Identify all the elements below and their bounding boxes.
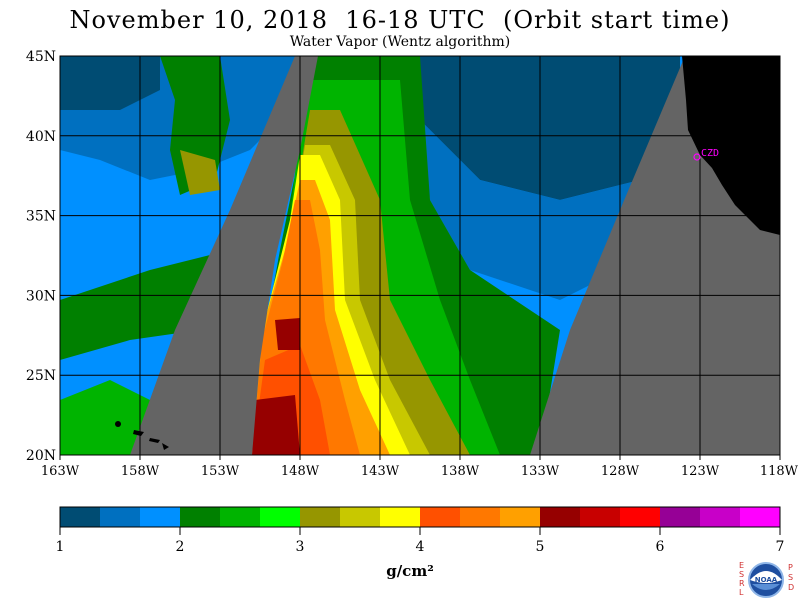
logo-letter: P bbox=[788, 563, 793, 572]
colorbar bbox=[59, 506, 781, 535]
vapor-patch-dark-red bbox=[275, 318, 300, 350]
lon-label: 153W bbox=[201, 464, 240, 479]
colorbar-tick-label: 4 bbox=[416, 539, 425, 555]
colorbar-swatch bbox=[660, 507, 701, 527]
island-oahu bbox=[133, 430, 144, 436]
colorbar-swatch bbox=[540, 507, 581, 527]
station-label: CZD bbox=[701, 148, 719, 159]
island-maui bbox=[162, 443, 169, 450]
colorbar-tick-label: 5 bbox=[536, 539, 545, 555]
lat-label: 20N bbox=[26, 448, 56, 464]
colorbar-swatch bbox=[420, 507, 461, 527]
logo-letter: L bbox=[739, 588, 744, 597]
colorbar-swatch bbox=[340, 507, 381, 527]
no-data-swath-west bbox=[130, 56, 318, 455]
colorbar-swatch bbox=[300, 507, 341, 527]
colorbar-swatch bbox=[60, 507, 101, 527]
logo-letter: D bbox=[788, 583, 794, 592]
vapor-patch-olive-nw bbox=[180, 150, 220, 195]
lat-lon-grid bbox=[59, 56, 781, 460]
colorbar-swatch bbox=[740, 507, 781, 527]
colorbar-tick-label: 1 bbox=[56, 539, 65, 555]
logo-letter: S bbox=[788, 573, 793, 582]
vapor-band-green-sw bbox=[60, 380, 150, 455]
colorbar-tick-label: 3 bbox=[296, 539, 305, 555]
colorbar-swatch bbox=[620, 507, 661, 527]
latitude-labels: 45N 40N 35N 30N 25N 20N bbox=[26, 49, 56, 464]
lat-label: 25N bbox=[26, 368, 56, 384]
colorbar-swatch bbox=[140, 507, 181, 527]
lon-label: 118W bbox=[760, 464, 799, 479]
colorbar-swatch bbox=[460, 507, 501, 527]
lat-label: 45N bbox=[26, 49, 56, 65]
lat-label: 30N bbox=[26, 288, 56, 304]
lon-label: 133W bbox=[521, 464, 560, 479]
vapor-plume-dark-red bbox=[252, 395, 300, 455]
colorbar-swatch bbox=[700, 507, 741, 527]
colorbar-units: g/cm² bbox=[386, 562, 434, 580]
map-field bbox=[60, 56, 780, 455]
colorbar-swatch bbox=[180, 507, 221, 527]
lon-label: 163W bbox=[41, 464, 80, 479]
lon-label: 143W bbox=[361, 464, 400, 479]
page-subtitle: Water Vapor (Wentz algorithm) bbox=[289, 34, 511, 50]
lon-label: 123W bbox=[681, 464, 720, 479]
land-california bbox=[682, 56, 780, 235]
colorbar-swatch bbox=[220, 507, 261, 527]
lon-label: 158W bbox=[121, 464, 160, 479]
island-kauai bbox=[115, 421, 121, 427]
noaa-logo: E S R L P S D NOAA bbox=[736, 556, 796, 600]
colorbar-tick-labels: 1 2 3 4 5 6 7 bbox=[56, 539, 785, 555]
colorbar-tick-label: 6 bbox=[656, 539, 665, 555]
colorbar-swatch bbox=[580, 507, 621, 527]
colorbar-tick-label: 7 bbox=[776, 539, 785, 555]
logo-letter: R bbox=[739, 579, 745, 588]
colorbar-swatch bbox=[500, 507, 541, 527]
logo-letter: E bbox=[739, 561, 744, 570]
colorbar-swatch bbox=[100, 507, 141, 527]
colorbar-swatch bbox=[380, 507, 421, 527]
island-molokai bbox=[149, 438, 160, 443]
logo-letter: S bbox=[739, 570, 744, 579]
map-frame bbox=[59, 55, 781, 456]
lat-label: 35N bbox=[26, 209, 56, 225]
longitude-labels: 163W 158W 153W 148W 143W 138W 133W 128W 123W 118W bbox=[41, 464, 799, 479]
colorbar-swatch bbox=[260, 507, 301, 527]
vapor-region-low-ne bbox=[420, 120, 640, 300]
lon-label: 138W bbox=[441, 464, 480, 479]
station-circle-icon bbox=[693, 153, 701, 161]
page-title: November 10, 2018 16-18 UTC (Orbit start… bbox=[69, 6, 731, 34]
station-marker: CZD bbox=[693, 148, 719, 161]
lat-label: 40N bbox=[26, 129, 56, 145]
vapor-region-lowest-nw bbox=[60, 56, 160, 110]
logo-name: NOAA bbox=[755, 576, 778, 584]
colorbar-tick-label: 2 bbox=[176, 539, 185, 555]
lon-label: 128W bbox=[601, 464, 640, 479]
lon-label: 148W bbox=[281, 464, 320, 479]
